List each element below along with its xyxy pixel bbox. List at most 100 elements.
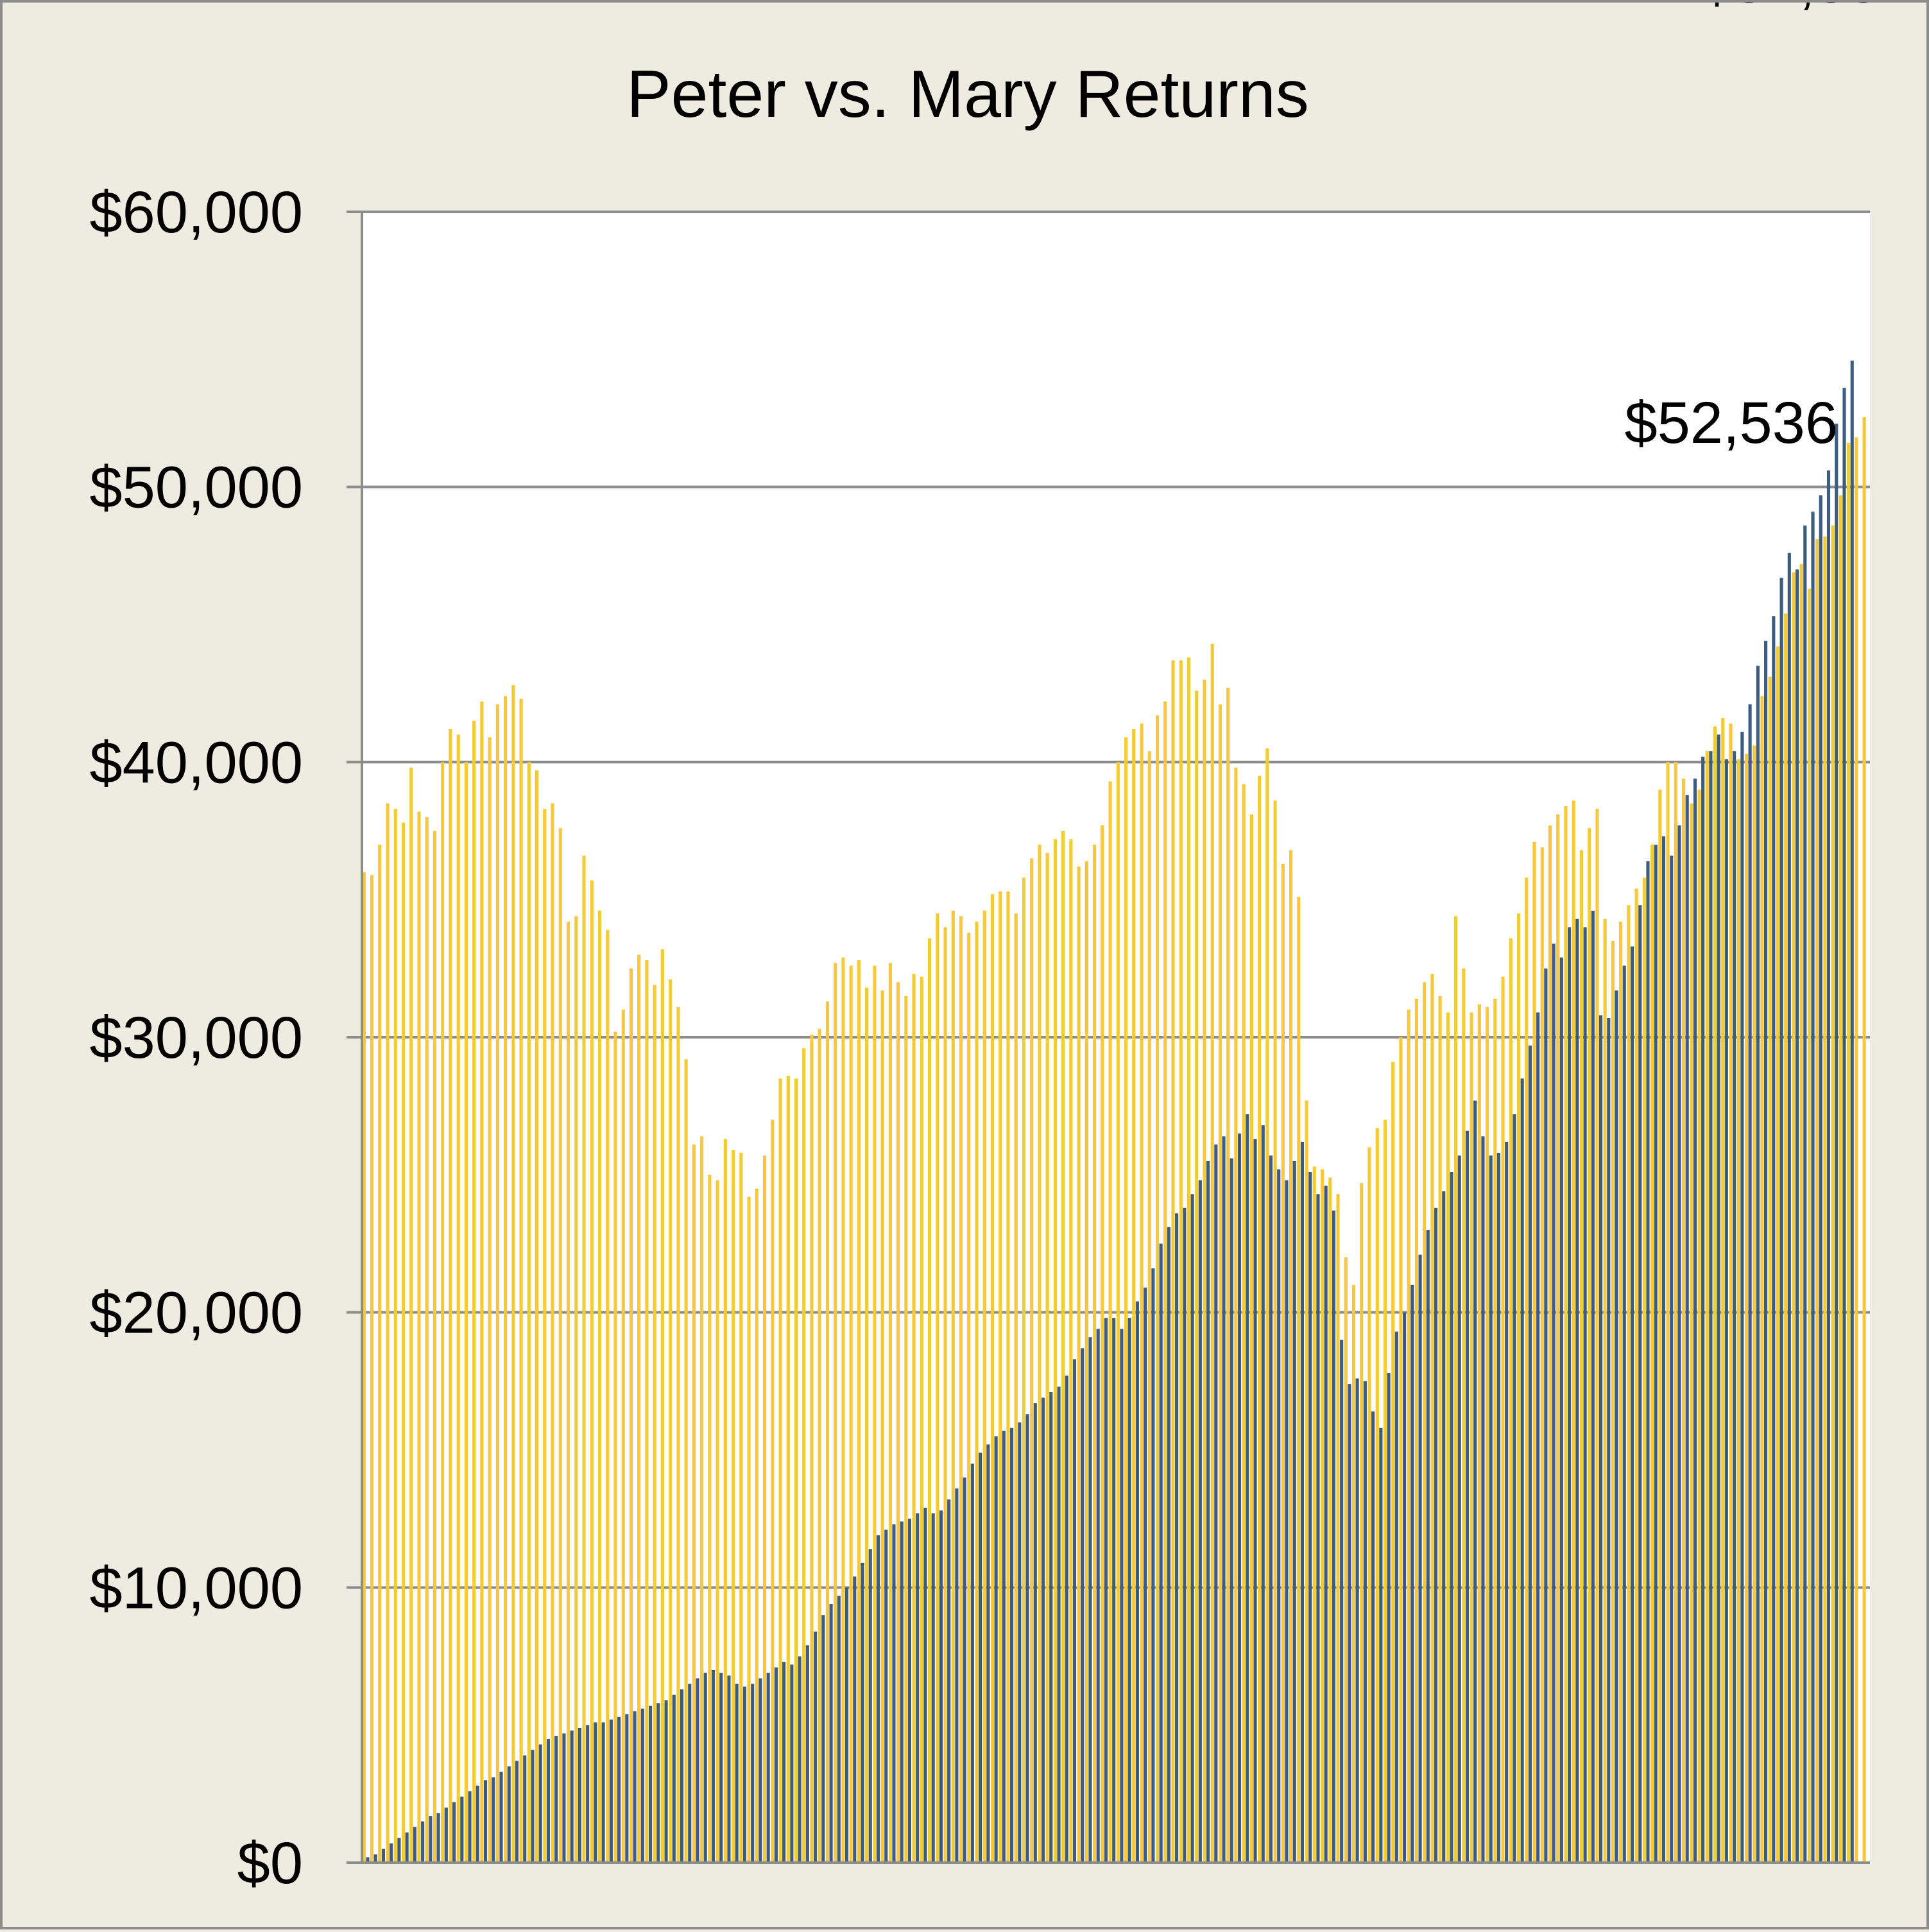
- bar-series-a: [943, 927, 947, 1863]
- bar-series-a: [896, 982, 900, 1863]
- chart-title: Peter vs. Mary Returns: [626, 57, 1308, 132]
- bar-series-a: [716, 1180, 719, 1863]
- bar-series-a: [778, 1078, 782, 1863]
- bar-series-a: [1588, 828, 1591, 1863]
- bar-series-b: [436, 1813, 440, 1863]
- bar-series-b: [507, 1766, 511, 1863]
- bar-series-b: [1496, 1153, 1501, 1863]
- bar-series-b: [1025, 1414, 1029, 1863]
- bar-series-b: [1292, 1160, 1296, 1863]
- bar-series-b: [759, 1678, 762, 1863]
- bar-series-a: [1249, 814, 1253, 1863]
- bar-series-a: [723, 1139, 727, 1863]
- bar-series-b: [1528, 1045, 1532, 1863]
- bar-series-b: [1536, 1012, 1540, 1863]
- bar-series-b: [397, 1838, 401, 1863]
- bar-series-b: [1442, 1191, 1446, 1863]
- bar-series-b: [1332, 1211, 1335, 1863]
- bar-series-a: [637, 954, 641, 1863]
- bar-series-b: [648, 1705, 653, 1863]
- bar-series-a: [1218, 704, 1222, 1863]
- y-tick-label: $10,000: [89, 1555, 303, 1621]
- bar-series-a: [1258, 775, 1262, 1863]
- bar-series-a: [629, 968, 633, 1863]
- bar-series-b: [1379, 1427, 1383, 1863]
- bar-series-a: [1297, 897, 1301, 1863]
- bar-series-a: [660, 949, 664, 1863]
- bar-series-a: [692, 1144, 696, 1863]
- bar-series-a: [441, 762, 445, 1863]
- bar-series-b: [1583, 927, 1587, 1863]
- bar-series-a: [1572, 800, 1575, 1863]
- bar-series-b: [413, 1827, 416, 1863]
- bar-series-b: [1300, 1141, 1305, 1863]
- bar-series-a: [927, 938, 932, 1863]
- bar-series-a: [425, 817, 429, 1863]
- bar-series-a: [1516, 913, 1521, 1863]
- bar-series-b: [390, 1843, 393, 1863]
- bar-series-b: [805, 1645, 809, 1863]
- bar-series-a: [1776, 646, 1779, 1863]
- bar-series-a: [504, 696, 508, 1863]
- bar-series-a: [1564, 806, 1568, 1863]
- bar-series-a: [1344, 1257, 1348, 1863]
- data-label-series-b-last: $54,594: [1700, 3, 1914, 15]
- bar-series-a: [1367, 1147, 1371, 1863]
- bar-series-b: [1112, 1318, 1116, 1863]
- bar-series-b: [586, 1725, 590, 1863]
- bar-series-b: [570, 1730, 574, 1863]
- bar-series-b: [1622, 965, 1626, 1863]
- bar-series-b: [1081, 1348, 1085, 1863]
- bar-series-b: [766, 1673, 770, 1863]
- bar-series-a: [1713, 726, 1717, 1863]
- bar-series-b: [923, 1508, 927, 1863]
- bar-series-a: [888, 963, 892, 1863]
- bar-series-a: [1085, 861, 1088, 1863]
- bar-series-a: [1807, 589, 1811, 1863]
- bar-series-b: [844, 1587, 849, 1863]
- bar-series-b: [1450, 1172, 1453, 1863]
- bar-series-b: [1717, 734, 1720, 1863]
- bar-series-b: [1685, 795, 1689, 1863]
- bar-series-a: [1312, 1166, 1316, 1863]
- bar-series-b: [979, 1453, 982, 1863]
- bar-series-a: [1108, 781, 1112, 1863]
- bar-series-b: [1277, 1169, 1281, 1863]
- bar-series-a: [794, 1078, 798, 1863]
- bar-series-b: [939, 1510, 943, 1863]
- bar-series-b: [1135, 1301, 1139, 1863]
- bar-series-a: [731, 1150, 735, 1863]
- bar-series-a: [865, 987, 869, 1863]
- bar-series-b: [931, 1513, 935, 1863]
- bar-series-b: [499, 1772, 503, 1863]
- bar-series-a: [1014, 913, 1018, 1863]
- bar-series-b: [1072, 1359, 1077, 1863]
- bar-series-a: [621, 1010, 625, 1863]
- bar-series-b: [735, 1684, 739, 1863]
- bar-series-b: [907, 1519, 912, 1863]
- bar-series-a: [1281, 863, 1285, 1863]
- bar-series-b: [1144, 1288, 1147, 1863]
- bar-series-b: [1850, 360, 1854, 1863]
- bar-series-b: [625, 1714, 629, 1863]
- bar-series-b: [1402, 1312, 1407, 1863]
- bar-series-a: [1101, 825, 1104, 1863]
- bar-series-a: [1579, 850, 1584, 1863]
- bar-series-b: [515, 1761, 519, 1863]
- bar-series-a: [1532, 841, 1536, 1863]
- bar-series-a: [527, 762, 531, 1863]
- bar-series-a: [1423, 982, 1427, 1863]
- bar-series-a: [1847, 443, 1851, 1863]
- bar-series-b: [947, 1499, 951, 1863]
- bar-series-a: [472, 721, 476, 1863]
- bar-series-b: [1088, 1337, 1092, 1863]
- bar-series-b: [1489, 1155, 1493, 1863]
- bar-series-a: [1210, 644, 1214, 1863]
- bar-series-b: [1607, 1017, 1611, 1863]
- bar-series-a: [834, 963, 837, 1863]
- bar-series-b: [1308, 1172, 1312, 1863]
- bar-series-a: [1721, 718, 1725, 1863]
- bar-series-a: [1658, 789, 1662, 1863]
- bar-series-a: [1132, 729, 1136, 1863]
- bar-series-b: [861, 1562, 864, 1863]
